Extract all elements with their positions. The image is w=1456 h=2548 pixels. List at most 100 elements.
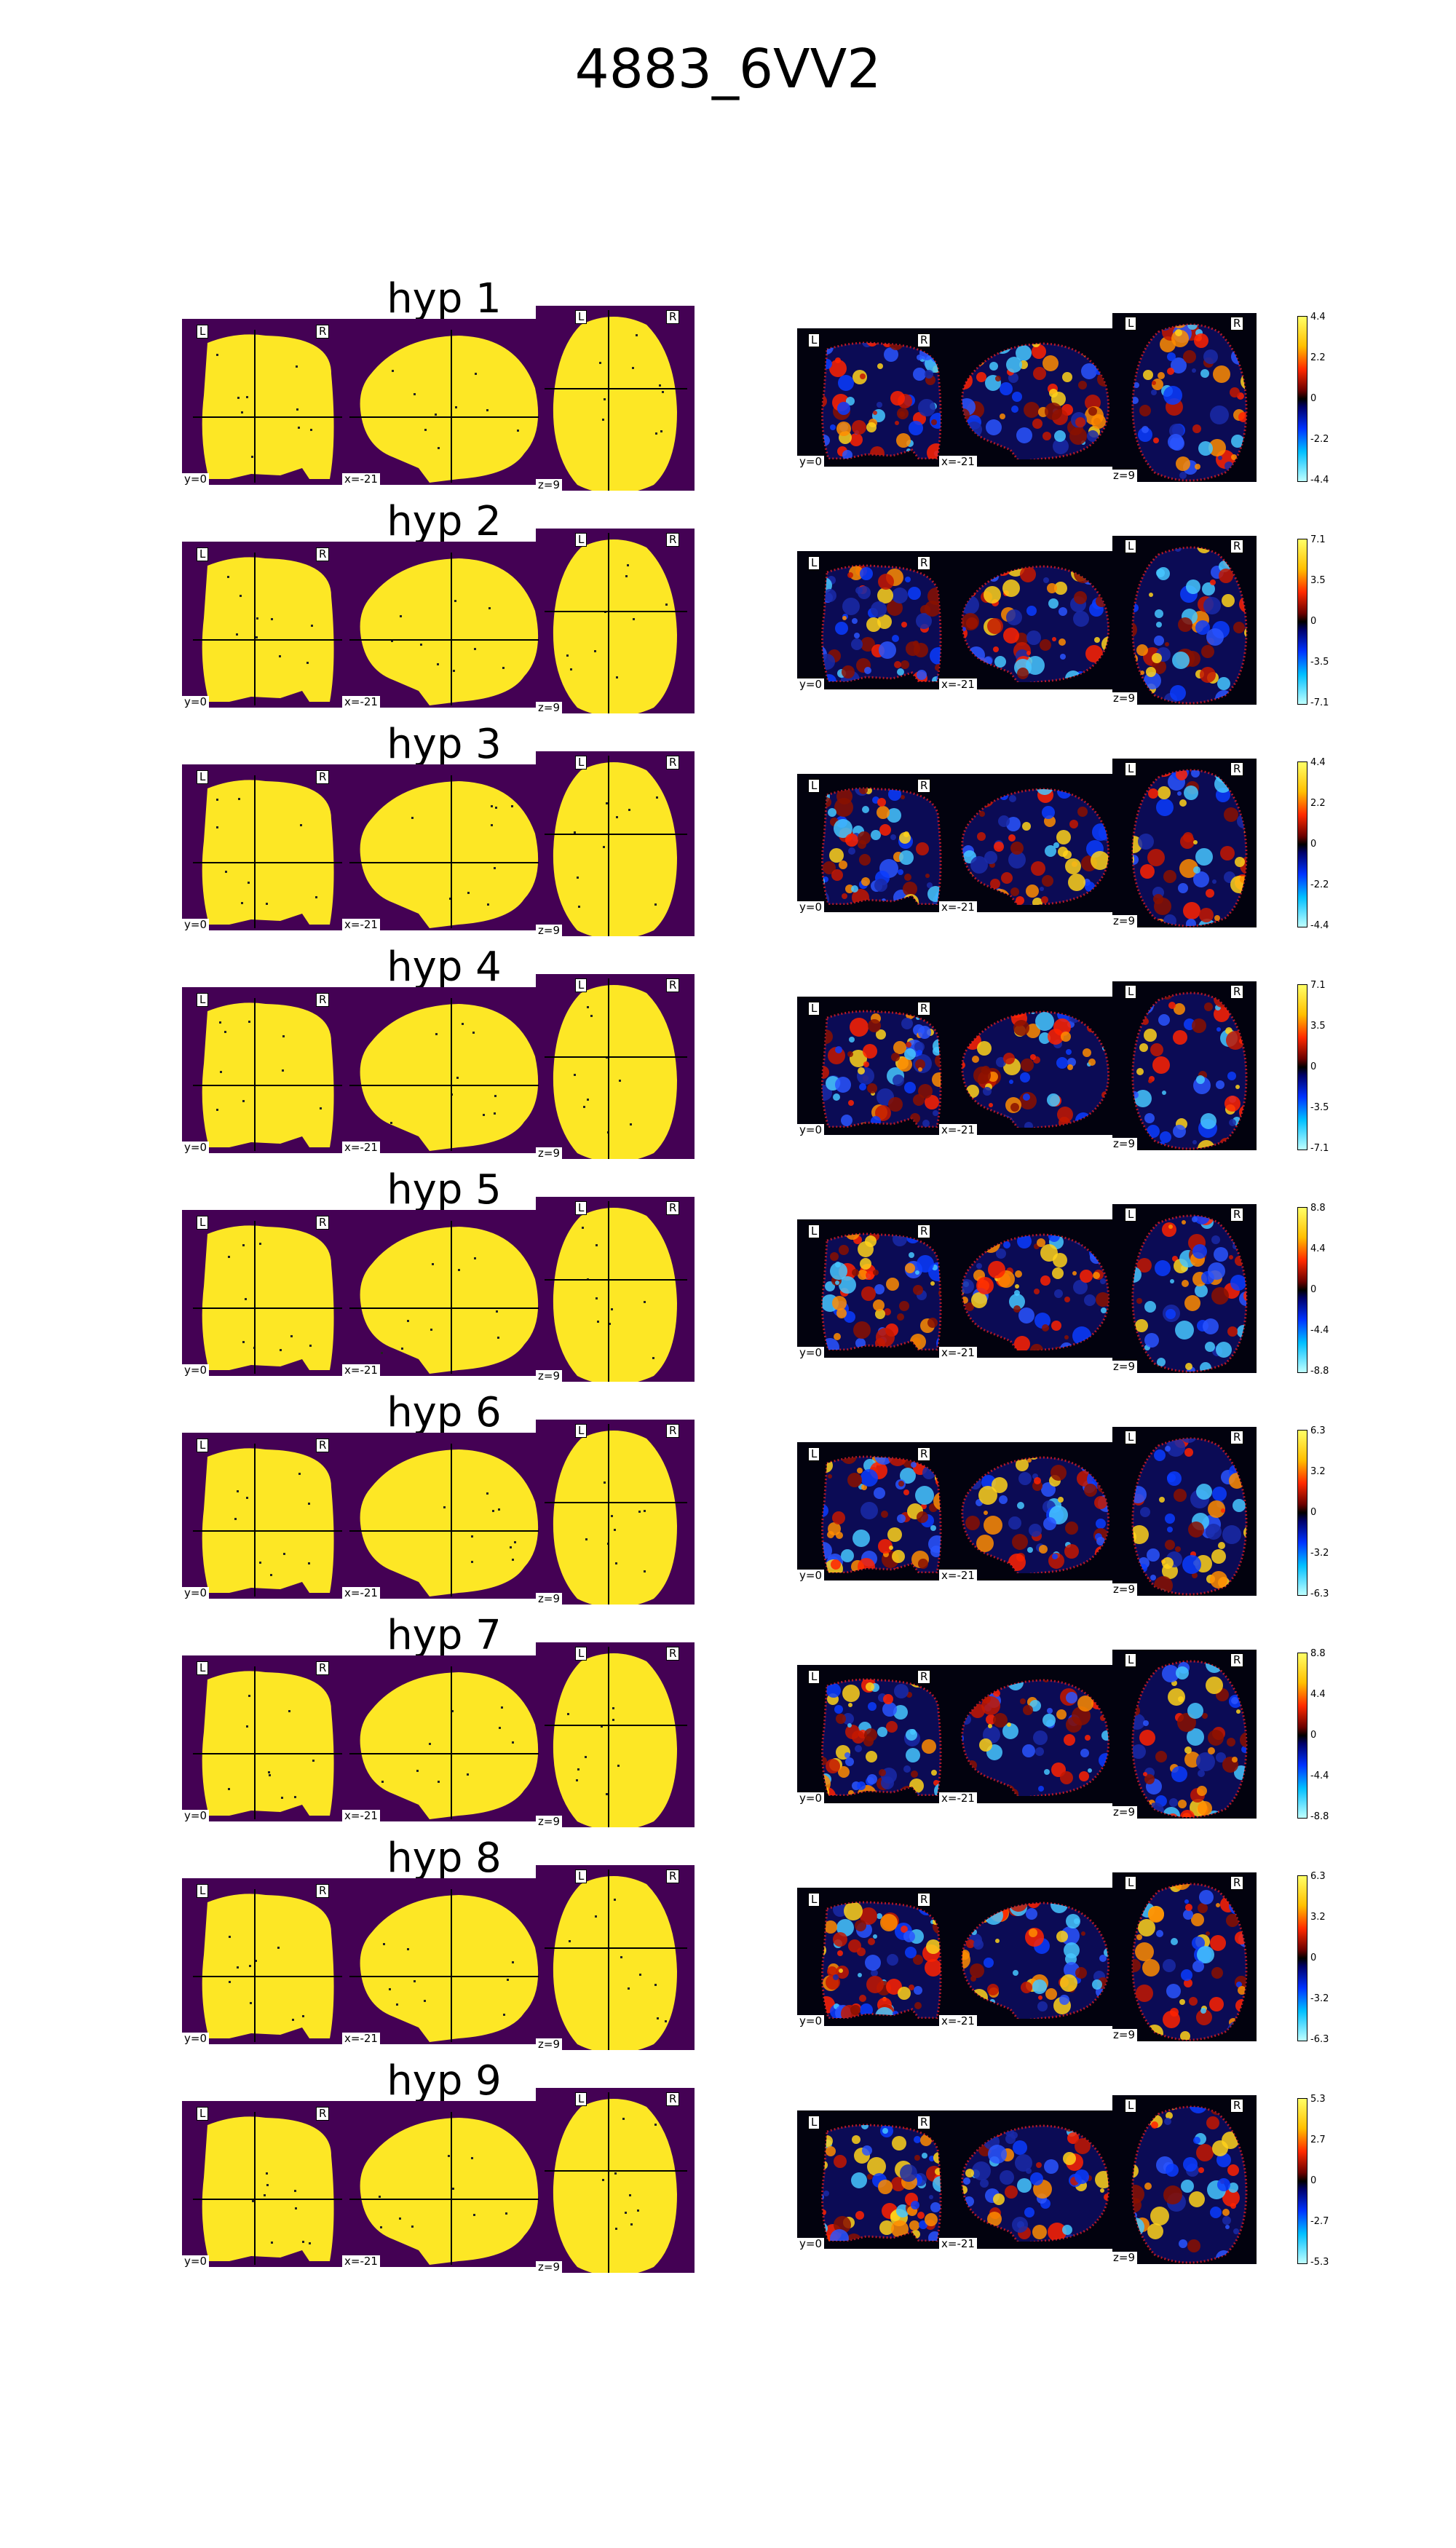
orient-left-label: L [808, 1224, 820, 1238]
colorbar-tick-label: -4.4 [1310, 475, 1329, 486]
stat-coronal-view [814, 339, 945, 459]
colorbar-tick-label: -6.3 [1310, 2034, 1329, 2045]
stat-axial-view [1125, 2101, 1256, 2265]
mask-coronal-view [193, 998, 342, 1151]
axial-coord-label: z=9 [1111, 1806, 1137, 1819]
axial-coord-label: z=9 [1111, 1138, 1137, 1150]
orient-left-label: L [1125, 317, 1137, 331]
colorbar-tick-label: 0 [1310, 1952, 1317, 1963]
axial-coord-label: z=9 [1111, 915, 1137, 927]
colorbar-tick-label: 4.4 [1310, 1243, 1326, 1254]
hypothesis-label: hyp 6 [387, 1389, 502, 1436]
sagittal-coord-label: x=-21 [939, 901, 977, 914]
coronal-coord-label: y=0 [797, 1570, 824, 1582]
hypothesis-label: hyp 8 [387, 1835, 502, 1882]
sagittal-coord-label: x=-21 [939, 2238, 977, 2250]
mask-coronal-view [193, 1444, 342, 1597]
axial-coord-label: z=9 [1111, 1583, 1137, 1596]
colorbar [1297, 539, 1307, 705]
colorbar-tick-label: -4.4 [1310, 1770, 1329, 1781]
axial-coord-label: z=9 [536, 1370, 562, 1382]
orient-left-label: L [808, 1670, 820, 1684]
colorbar [1297, 1875, 1307, 2041]
colorbar-tick-label: 7.1 [1310, 980, 1326, 991]
hypothesis-label: hyp 9 [387, 2057, 502, 2105]
stat-coronal-view [814, 785, 945, 905]
sagittal-coord-label: x=-21 [939, 1347, 977, 1359]
orient-left-label: L [808, 1893, 820, 1907]
stat-sagittal-view [954, 1008, 1110, 1128]
mask-sagittal-view [349, 2112, 539, 2265]
orient-right-label: R [1230, 2099, 1244, 2113]
mask-sagittal-view [349, 1444, 539, 1597]
colorbar-tick-label: 0 [1310, 1507, 1317, 1518]
orient-right-label: R [1230, 1653, 1244, 1667]
mask-coronal-view [193, 2112, 342, 2265]
orient-left-label: L [575, 533, 587, 547]
orient-left-label: L [1125, 1208, 1137, 1222]
stat-axial-view [1125, 1433, 1256, 1597]
sagittal-coord-label: x=-21 [939, 1124, 977, 1136]
page-title: 4883_6VV2 [574, 38, 882, 100]
orient-right-label: R [917, 333, 931, 347]
coronal-coord-label: y=0 [797, 1347, 824, 1359]
stat-sagittal-view [954, 2121, 1110, 2242]
orient-left-label: L [1125, 762, 1137, 776]
stat-coronal-view [814, 1453, 945, 1573]
orient-left-label: L [197, 1661, 209, 1675]
colorbar-tick-label: 4.4 [1310, 1689, 1326, 1700]
orient-right-label: R [917, 779, 931, 793]
hypothesis-label: hyp 7 [387, 1612, 502, 1659]
hypothesis-label: hyp 3 [387, 721, 502, 768]
sagittal-coord-label: x=-21 [939, 2015, 977, 2027]
stat-coronal-view [814, 1008, 945, 1128]
colorbar-tick-label: -2.2 [1310, 879, 1329, 890]
stat-axial-view [1125, 1655, 1256, 1819]
coronal-coord-label: y=0 [797, 1792, 824, 1805]
colorbar [1297, 984, 1307, 1150]
sagittal-coord-label: x=-21 [342, 1810, 380, 1822]
colorbar-tick-label: -2.2 [1310, 434, 1329, 445]
colorbar-tick-label: -4.4 [1310, 1325, 1329, 1336]
orient-right-label: R [917, 1224, 931, 1238]
axial-coord-label: z=9 [536, 2038, 562, 2051]
orient-left-label: L [197, 547, 209, 561]
orient-left-label: L [197, 1216, 209, 1230]
orient-right-label: R [1230, 1431, 1244, 1444]
mask-coronal-view [193, 1221, 342, 1374]
colorbar-tick-label: -3.2 [1310, 1993, 1329, 2004]
orient-left-label: L [808, 2116, 820, 2129]
colorbar-tick-label: -7.1 [1310, 1143, 1329, 1154]
stat-axial-view [1125, 987, 1256, 1151]
colorbar-tick-label: -3.2 [1310, 1548, 1329, 1559]
colorbar-tick-label: 3.2 [1310, 1466, 1326, 1477]
mask-axial-view [545, 1870, 687, 2050]
orient-right-label: R [316, 1216, 330, 1230]
colorbar-tick-label: 6.3 [1310, 1425, 1326, 1436]
coronal-coord-label: y=0 [182, 1142, 209, 1154]
colorbar-tick-label: 3.2 [1310, 1912, 1326, 1923]
colorbar [1297, 316, 1307, 482]
orient-right-label: R [917, 1670, 931, 1684]
colorbar [1297, 1430, 1307, 1596]
colorbar-tick-label: 0 [1310, 1061, 1317, 1072]
coronal-coord-label: y=0 [182, 2255, 209, 2268]
orient-right-label: R [1230, 762, 1244, 776]
mask-sagittal-view [349, 775, 539, 928]
stat-sagittal-view [954, 1676, 1110, 1796]
coronal-coord-label: y=0 [182, 919, 209, 931]
orient-right-label: R [917, 2116, 931, 2129]
orient-left-label: L [575, 756, 587, 769]
stat-sagittal-view [954, 1899, 1110, 2019]
orient-left-label: L [575, 2092, 587, 2106]
axial-coord-label: z=9 [1111, 2252, 1137, 2264]
axial-coord-label: z=9 [536, 2261, 562, 2274]
coronal-coord-label: y=0 [182, 1364, 209, 1377]
colorbar-tick-label: -3.5 [1310, 657, 1329, 668]
sagittal-coord-label: x=-21 [939, 1792, 977, 1805]
orient-left-label: L [808, 1002, 820, 1016]
